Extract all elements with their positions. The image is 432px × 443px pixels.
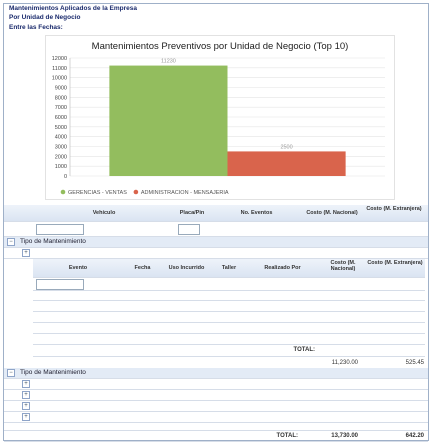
y-tick-label: 1000 (55, 164, 67, 170)
empty-row (33, 301, 425, 312)
total-label: TOTAL: (276, 433, 298, 439)
bar (109, 65, 228, 176)
column-header: Taller (221, 265, 237, 271)
column-header: No. Eventos (240, 210, 273, 216)
y-tick-label: 9000 (55, 86, 67, 92)
expand-button[interactable]: + (22, 380, 30, 388)
column-header: Vehículo (92, 210, 116, 216)
expand-row: + (4, 248, 428, 259)
expand-button[interactable]: + (22, 402, 30, 410)
y-tick-label: 2000 (55, 154, 67, 160)
y-tick-label: 4000 (55, 135, 67, 141)
column-header: Costo (M. Extranjera) (367, 260, 423, 266)
empty-row (33, 334, 425, 345)
y-tick-label: 5000 (55, 125, 67, 131)
detail-total-row: TOTAL: (33, 345, 425, 357)
empty-row (33, 290, 425, 301)
header-line: Entre las Fechas: (9, 24, 63, 31)
filter-input[interactable] (178, 224, 200, 235)
grid-header: Vehículo Placa/Pin No. Eventos Costo (M.… (4, 205, 428, 222)
total: 642.20 (405, 433, 424, 439)
expand-row: + (4, 412, 428, 423)
collapse-button[interactable]: − (7, 369, 15, 377)
column-header: Fecha (134, 265, 151, 271)
filter-row (4, 222, 428, 237)
group-label: Tipo de Mantenimiento (20, 369, 86, 376)
y-tick-label: 7000 (55, 105, 67, 111)
total-row: TOTAL: 13,730.00 642.20 (4, 430, 428, 442)
filter-input[interactable] (36, 224, 84, 235)
group-label: Tipo de Mantenimiento (20, 238, 86, 245)
chart-title: Mantenimientos Preventivos por Unidad de… (92, 41, 349, 52)
legend-marker (60, 189, 66, 195)
expand-row: + (4, 401, 428, 412)
chart: Mantenimientos Preventivos por Unidad de… (45, 35, 395, 200)
frame (3, 3, 429, 441)
column-header: Costo (M. Nacional) (306, 210, 358, 216)
column-header: Uso Incurrido (168, 265, 205, 271)
expand-row: + (4, 379, 428, 390)
y-tick-label: 3000 (55, 145, 67, 151)
data-label: 11230 (161, 59, 176, 65)
collapse-button[interactable]: − (7, 238, 15, 246)
y-tick-label: 10000 (52, 76, 67, 82)
y-tick-label: 6000 (55, 115, 67, 121)
empty-row (33, 323, 425, 334)
group-row: − Tipo de Mantenimiento (4, 368, 428, 379)
column-header: Evento (68, 265, 88, 271)
y-tick-label: 11000 (52, 66, 67, 72)
legend-label: ADMINISTRACION - MENSAJERIA (141, 190, 229, 196)
y-tick-label: 12000 (52, 56, 67, 62)
column-header: Costo (M. Nacional) (330, 260, 356, 272)
expand-button[interactable]: + (22, 249, 30, 257)
empty-row (33, 312, 425, 323)
total-label: TOTAL: (293, 347, 315, 353)
column-header: Placa/Pin (179, 210, 205, 216)
subtotal: 525.45 (405, 360, 424, 366)
detail-header: Evento Fecha Uso Incurrido Taller Realiz… (33, 259, 425, 278)
bar (227, 151, 346, 176)
column-header: Costo (M. Extranjera) (366, 206, 422, 212)
legend-label: GERENCIAS - VENTAS (68, 190, 127, 196)
group-row: − Tipo de Mantenimiento (4, 237, 428, 248)
legend-marker (133, 189, 139, 195)
header-line: Mantenimientos Aplicados de la Empresa (9, 5, 137, 12)
y-tick-label: 0 (64, 174, 67, 180)
data-label: 2500 (280, 144, 292, 150)
expand-button[interactable]: + (22, 391, 30, 399)
header-line: Por Unidad de Negocio (9, 14, 81, 21)
expand-row: + (4, 390, 428, 401)
subtotal: 11,230.00 (331, 360, 358, 366)
y-tick-label: 8000 (55, 95, 67, 101)
column-header: Realizado Por (264, 265, 301, 271)
filter-input[interactable] (36, 279, 84, 290)
total: 13,730.00 (331, 433, 358, 439)
expand-button[interactable]: + (22, 413, 30, 421)
filter-row (33, 278, 425, 291)
